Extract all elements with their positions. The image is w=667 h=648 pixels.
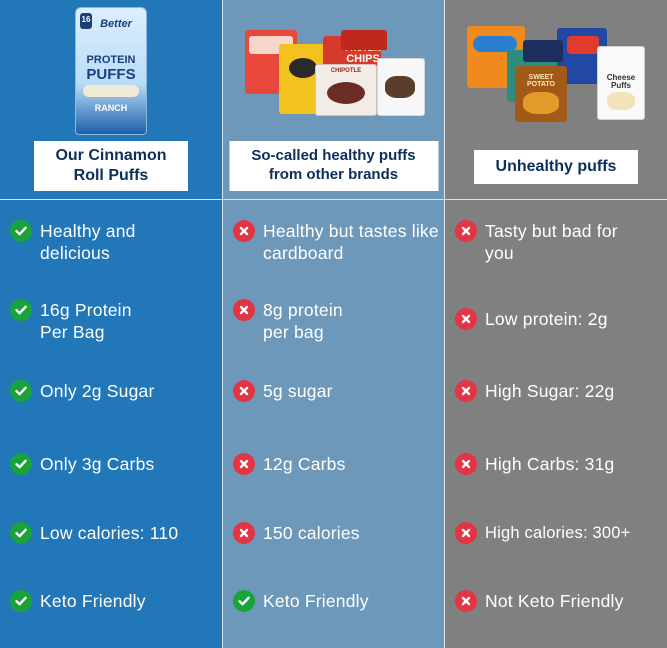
package-label-b: CHIPS xyxy=(346,53,380,65)
column-our-puffs: 16 Better PROTEIN PUFFS RANCH Our Cinnam… xyxy=(0,0,222,648)
package-label-a: SWEET POTATO xyxy=(527,74,555,88)
row-text: Healthy but tastes like cardboard xyxy=(263,221,439,263)
row-text: 16g Protein Per Bag xyxy=(40,300,132,342)
other-brands-products-image: PROTEIN CHIPS CHIPOTLE xyxy=(245,18,425,118)
package-flavor: RANCH xyxy=(94,103,128,113)
row-tastes-cardboard: Healthy but tastes like cardboard xyxy=(233,220,440,264)
column-header-unhealthy: SWEET POTATO Cheese Puffs Unhealthy puff… xyxy=(445,0,667,200)
row-tasty-bad: Tasty but bad for you xyxy=(455,220,663,264)
x-icon xyxy=(233,522,255,544)
check-icon xyxy=(10,522,32,544)
column-header-our-puffs: 16 Better PROTEIN PUFFS RANCH Our Cinnam… xyxy=(0,0,222,200)
column-title-other-brands: So-called healthy puffs from other brand… xyxy=(229,141,438,191)
row-sugar: High Sugar: 22g xyxy=(455,380,663,402)
x-icon xyxy=(455,308,477,330)
check-icon xyxy=(10,453,32,475)
check-icon xyxy=(10,590,32,612)
row-text: 12g Carbs xyxy=(263,454,346,474)
row-protein: 8g protein per bag xyxy=(233,299,440,343)
x-icon xyxy=(233,220,255,242)
package-line2: PUFFS xyxy=(86,66,136,83)
check-icon xyxy=(10,380,32,402)
column-unhealthy: SWEET POTATO Cheese Puffs Unhealthy puff… xyxy=(445,0,667,648)
row-text: Not Keto Friendly xyxy=(485,591,624,611)
row-keto: Keto Friendly xyxy=(10,590,218,612)
check-icon xyxy=(233,590,255,612)
x-icon xyxy=(455,380,477,402)
row-calories: High calories: 300+ xyxy=(455,522,663,544)
row-text: Only 2g Sugar xyxy=(40,381,155,401)
check-icon xyxy=(10,220,32,242)
row-carbs: High Carbs: 31g xyxy=(455,453,663,475)
check-icon xyxy=(10,299,32,321)
row-text: Healthy and delicious xyxy=(40,221,136,263)
x-icon xyxy=(455,220,477,242)
x-icon xyxy=(455,522,477,544)
package-label-c: CHIPOTLE xyxy=(330,68,362,74)
row-text: Low calories: 110 xyxy=(40,523,179,543)
row-sugar: 5g sugar xyxy=(233,380,440,402)
row-keto: Keto Friendly xyxy=(233,590,440,612)
x-icon xyxy=(233,380,255,402)
package-badge: 16 xyxy=(81,15,91,24)
row-healthy: Healthy and delicious xyxy=(10,220,218,264)
column-title-our-puffs: Our Cinnamon Roll Puffs xyxy=(34,141,188,191)
row-text: 5g sugar xyxy=(263,381,333,401)
row-keto: Not Keto Friendly xyxy=(455,590,663,612)
package-line1: PROTEIN xyxy=(86,54,136,66)
x-icon xyxy=(233,299,255,321)
column-title-unhealthy: Unhealthy puffs xyxy=(474,150,638,184)
row-calories: Low calories: 110 xyxy=(10,522,218,544)
row-text: 150 calories xyxy=(263,523,360,543)
row-calories: 150 calories xyxy=(233,522,440,544)
row-text: Tasty but bad for you xyxy=(485,221,618,263)
row-text: High calories: 300+ xyxy=(485,524,631,542)
package-brand: Better xyxy=(100,18,132,30)
row-text: Low protein: 2g xyxy=(485,309,608,329)
row-carbs: Only 3g Carbs xyxy=(10,453,218,475)
row-protein: 16g Protein Per Bag xyxy=(10,299,218,343)
row-text: High Carbs: 31g xyxy=(485,454,615,474)
x-icon xyxy=(233,453,255,475)
x-icon xyxy=(455,453,477,475)
x-icon xyxy=(455,590,477,612)
row-sugar: Only 2g Sugar xyxy=(10,380,218,402)
better-protein-puffs-package: 16 Better PROTEIN PUFFS RANCH xyxy=(75,7,147,135)
row-text: Only 3g Carbs xyxy=(40,454,155,474)
column-header-other-brands: PROTEIN CHIPS CHIPOTLE So-called healthy… xyxy=(223,0,444,200)
row-carbs: 12g Carbs xyxy=(233,453,440,475)
unhealthy-products-image: SWEET POTATO Cheese Puffs xyxy=(467,22,647,126)
row-text: Keto Friendly xyxy=(40,591,146,611)
row-text: 8g protein per bag xyxy=(263,300,343,342)
row-text: Keto Friendly xyxy=(263,591,369,611)
package-label-b: Cheese Puffs xyxy=(606,73,636,90)
row-protein: Low protein: 2g xyxy=(455,308,663,330)
row-text: High Sugar: 22g xyxy=(485,381,615,401)
column-other-brands: PROTEIN CHIPS CHIPOTLE So-called healthy… xyxy=(222,0,445,648)
